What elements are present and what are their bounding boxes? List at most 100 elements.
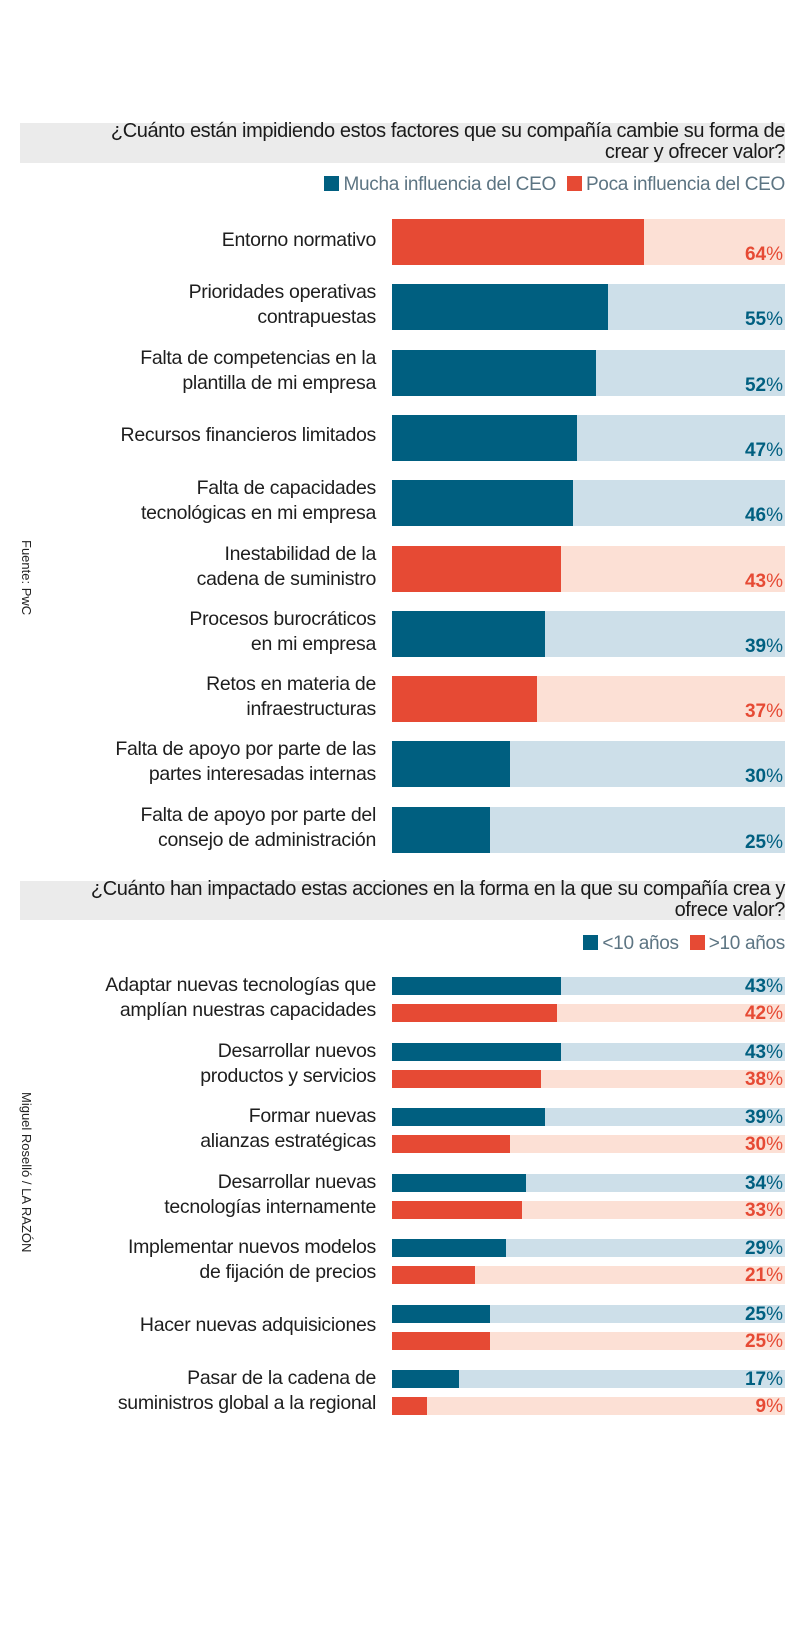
bar-track: 43% [392,976,785,997]
chart1-title-band [20,123,785,163]
bar-track: 30% [392,741,785,788]
bar-label-line: tecnologías internamente [164,1195,376,1218]
value-number: 9 [755,1396,767,1417]
value-number: 38 [744,1068,767,1090]
bar-label: Inestabilidad de la cadena de suministro [197,542,377,592]
value-number: 43 [744,1041,767,1063]
chart2-title: ¿Cuánto han impactado estas acciones en … [90,878,785,921]
bar-track: 30% [392,1135,785,1154]
value-unit: % [766,1330,783,1352]
value-unit: % [766,1369,783,1390]
bar-label-line: suministros global a la regional [117,1392,376,1414]
bar-label: Desarrollar nuevos productos y servicios [200,1039,376,1089]
value-label: 43% [745,1043,783,1062]
bar-label: Falta de competencias en la plantilla de … [140,346,376,396]
bar-label: Pasar de la cadena de suministros global … [118,1366,376,1416]
bar-track: 39% [392,1107,785,1128]
value-number: 39 [744,1107,767,1128]
value-label: 29% [745,1239,783,1258]
bar-label-line: de fijación de precios [199,1261,376,1283]
value-unit: % [766,701,783,723]
value-number: 55 [744,309,767,331]
bar-track: 64% [392,219,785,265]
bar-label-line: Falta de competencias en la [140,346,376,369]
value-unit: % [766,976,783,997]
bar-track: 25% [392,1331,785,1351]
value-label: 25% [745,1305,783,1324]
bar [392,610,546,657]
bar [392,1173,526,1192]
bar-label: Recursos financieros limitados [120,423,377,448]
bar-track: 46% [392,480,785,527]
bar-label-line: Entorno normativo [221,228,377,251]
value-label: 30% [745,767,783,786]
chart2-title-band [20,881,785,920]
bar-track: 47% [392,414,785,461]
value-unit: % [766,1041,783,1063]
bar-track: 43% [392,545,785,592]
value-unit: % [766,1107,783,1128]
bar-label: Falta de apoyo por parte del consejo de a… [140,803,376,853]
bar [392,806,491,853]
bar [392,480,573,527]
bar-label-line: Hacer nuevas adquisiciones [139,1314,376,1336]
bar-label-line: Recursos financieros limitados [120,424,377,447]
bar-label: Falta de capacidades tecnológicas en mi e… [141,476,376,526]
bar-label-line: Procesos burocráticos [189,607,376,630]
value-label: 64% [745,245,783,264]
bar-label-line: Implementar nuevos modelos [128,1236,376,1258]
source-note: Fuente: PwC [19,540,34,616]
value-label: 47% [745,441,783,460]
bar [392,349,597,396]
bar-label: Desarrollar nuevas tecnologías internamen… [164,1170,376,1220]
credit-note: Miguel Roselló / LA RAZÓN [19,1092,34,1253]
value-number: 30 [744,1134,767,1155]
bar-track: 39% [392,610,785,657]
legend-swatch-red [566,176,582,191]
value-number: 46 [744,505,767,527]
value-number: 47 [744,439,767,461]
value-label: 25% [745,833,783,852]
value-unit: % [766,1134,783,1155]
legend-swatch-red [689,935,705,950]
chart1-legend: Mucha influencia del CEO Poca influencia… [318,174,785,196]
legend-label: <10 años [602,933,679,954]
value-label: 55% [745,310,783,329]
legend-swatch-blue [583,935,599,950]
value-label: 46% [745,506,783,525]
bar-label-line: productos y servicios [200,1064,376,1087]
bar [392,1042,561,1061]
value-number: 39 [744,635,767,657]
bar-label-line: amplían nuestras capacidades [119,999,376,1021]
bar-label: Hacer nuevas adquisiciones [140,1313,376,1338]
bar-track: 38% [392,1068,785,1090]
bar-track: 52% [392,349,785,396]
bar-label-line: partes interesadas internas [148,763,376,786]
value-label: 21% [745,1266,783,1285]
bar-label-line: infraestructuras [246,698,376,721]
value-label: 30% [745,1135,783,1154]
value-number: 25 [744,831,767,853]
bar-track: 25% [392,1304,785,1324]
value-number: 25 [744,1330,767,1352]
bar-track: 9% [392,1397,785,1416]
bar-track: 37% [392,676,785,723]
bar [392,1135,510,1153]
bar-label-line: Retos en materia de [206,673,376,696]
bar-label-line: alianzas estratégicas [200,1130,376,1152]
bar-track: 34% [392,1173,785,1193]
bar-label-line: en mi empresa [250,632,376,655]
value-unit: % [766,1238,783,1259]
bar [392,545,561,592]
bar-label-line: Inestabilidad de la [224,542,377,565]
value-number: 17 [744,1369,767,1390]
bar-label-line: Prioridades operativas [188,281,377,304]
value-number: 21 [744,1265,767,1286]
bar-label-line: Falta de apoyo por parte del [140,803,376,826]
value-number: 29 [744,1238,767,1259]
value-label: 33% [745,1201,783,1220]
bar [392,1370,459,1388]
value-label: 9% [756,1397,783,1416]
value-label: 25% [745,1332,783,1351]
bar-label: Entorno normativo [221,228,377,253]
